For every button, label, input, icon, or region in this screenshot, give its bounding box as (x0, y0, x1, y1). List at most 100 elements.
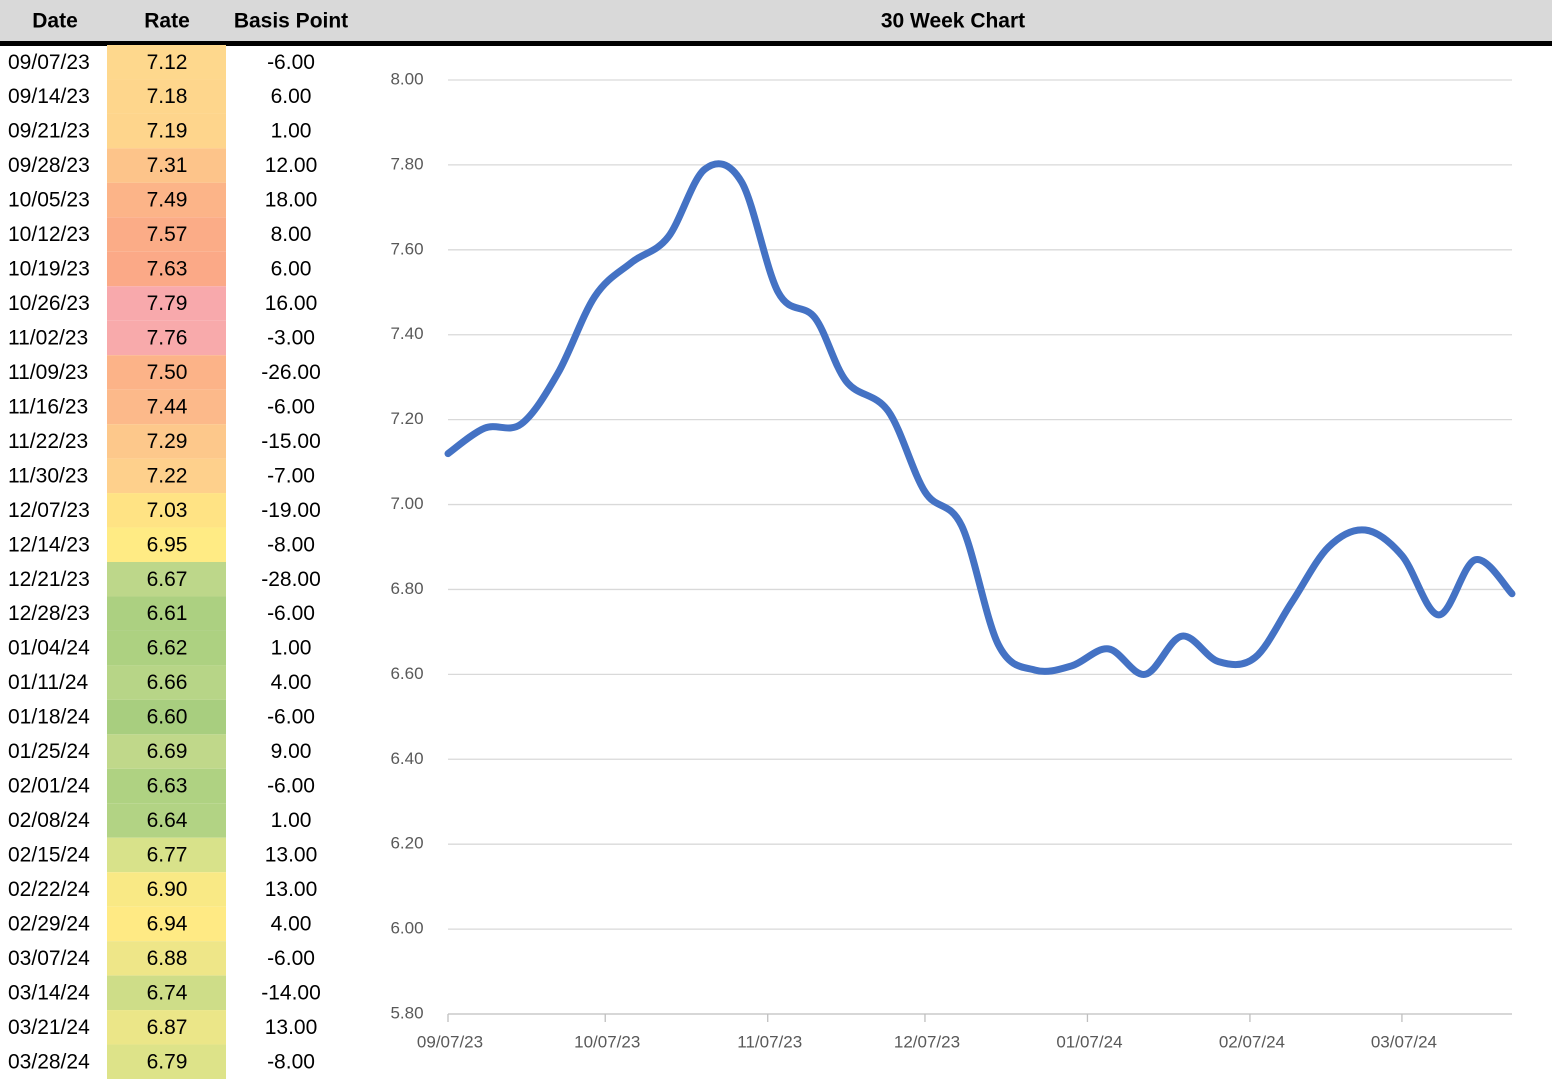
rate-cell-bg (107, 458, 226, 494)
date-cell: 11/16/23 (8, 395, 88, 418)
rate-cell: 7.57 (147, 223, 188, 246)
rate-cell-bg (107, 975, 226, 1011)
rate-cell: 6.79 (147, 1050, 188, 1073)
rate-cell-bg (107, 320, 226, 356)
date-cell: 02/22/24 (8, 878, 90, 901)
bp-cell: 6.00 (271, 258, 312, 281)
date-cell: 12/28/23 (8, 602, 90, 625)
rate-cell: 6.87 (147, 1016, 188, 1039)
bp-cell: -7.00 (267, 464, 315, 487)
header-rule (0, 41, 1552, 46)
bp-cell: -6.00 (267, 775, 315, 798)
rate-cell: 6.88 (147, 947, 188, 970)
rate-cell-bg (107, 699, 226, 735)
y-tick-label: 6.20 (390, 834, 423, 853)
date-cell: 09/21/23 (8, 120, 90, 143)
bp-cell: -6.00 (267, 602, 315, 625)
rate-cell: 6.94 (147, 912, 188, 935)
rate-cell: 7.50 (147, 361, 188, 384)
rate-cell-bg (107, 803, 226, 838)
date-cell: 10/12/23 (8, 223, 90, 246)
y-tick-label: 6.00 (390, 919, 423, 938)
header-band (0, 0, 1552, 42)
date-cell: 02/01/24 (8, 775, 90, 798)
rate-cell-bg (107, 665, 226, 700)
rate-cell-bg (107, 837, 226, 873)
bp-cell: -8.00 (267, 1050, 315, 1073)
rate-cell-bg (107, 251, 226, 287)
col-header: Date (32, 10, 78, 33)
bp-cell: 12.00 (265, 154, 318, 177)
rate-cell: 7.18 (147, 85, 188, 108)
date-cell: 09/07/23 (8, 51, 90, 74)
date-cell: 12/07/23 (8, 499, 90, 522)
rate-cell-bg (107, 1010, 226, 1045)
date-cell: 11/30/23 (8, 464, 88, 487)
rate-cell-bg (107, 148, 226, 183)
rate-cell: 6.74 (147, 981, 188, 1004)
rate-cell-bg (107, 872, 226, 907)
rate-cell-bg (107, 286, 226, 321)
rate-cell: 7.31 (147, 154, 188, 177)
rate-cell-bg (107, 734, 226, 769)
y-tick-label: 6.60 (390, 664, 423, 683)
rate-cell-bg (107, 596, 226, 631)
date-cell: 01/25/24 (8, 740, 90, 763)
rate-cell: 6.63 (147, 775, 188, 798)
rate-cell: 7.22 (147, 464, 188, 487)
rate-cell-bg (107, 182, 226, 218)
y-tick-label: 5.80 (390, 1003, 423, 1022)
bp-cell: -6.00 (267, 947, 315, 970)
y-tick-label: 7.40 (390, 324, 423, 343)
rate-cell: 6.77 (147, 844, 188, 867)
date-cell: 12/21/23 (8, 568, 90, 591)
bp-cell: -6.00 (267, 706, 315, 729)
bp-cell: -19.00 (261, 499, 321, 522)
x-tick-label: 12/07/23 (894, 1032, 960, 1051)
rate-cell-bg (107, 424, 226, 459)
rate-cell-bg (107, 906, 226, 942)
rate-cell-bg (107, 941, 226, 976)
rate-cell: 6.67 (147, 568, 188, 591)
bp-cell: 1.00 (271, 637, 312, 660)
x-tick-label: 02/07/24 (1219, 1032, 1285, 1051)
x-tick-label: 11/07/23 (737, 1032, 802, 1051)
rate-cell-bg (107, 562, 226, 597)
y-tick-label: 7.00 (390, 494, 423, 513)
bp-cell: -15.00 (261, 430, 321, 453)
x-tick-label: 09/07/23 (417, 1032, 483, 1051)
rate-cell: 6.90 (147, 878, 188, 901)
rate-cell: 7.19 (147, 120, 188, 143)
bp-cell: -6.00 (267, 51, 315, 74)
rate-cell-bg (107, 493, 226, 528)
bp-cell: -14.00 (261, 981, 321, 1004)
bp-cell: -26.00 (261, 361, 321, 384)
y-tick-label: 7.20 (390, 409, 423, 428)
rate-cell: 7.76 (147, 327, 188, 350)
rate-cell: 7.29 (147, 430, 188, 453)
date-cell: 11/22/23 (8, 430, 88, 453)
rate-cell: 7.12 (147, 51, 188, 74)
rate-cell-bg (107, 79, 226, 114)
date-cell: 03/28/24 (8, 1050, 90, 1073)
bp-cell: -6.00 (267, 395, 315, 418)
date-cell: 09/14/23 (8, 85, 90, 108)
bp-cell: 18.00 (265, 189, 318, 212)
rate-cell-bg (107, 45, 226, 80)
bp-cell: 6.00 (271, 85, 312, 108)
date-cell: 10/19/23 (8, 258, 90, 281)
y-tick-label: 7.80 (390, 154, 423, 173)
x-tick-label: 03/07/24 (1371, 1032, 1437, 1051)
date-cell: 10/05/23 (8, 189, 90, 212)
bp-cell: 4.00 (271, 671, 312, 694)
date-cell: 09/28/23 (8, 154, 90, 177)
rate-cell: 6.62 (147, 637, 188, 660)
bp-cell: 13.00 (265, 878, 318, 901)
date-cell: 01/04/24 (8, 637, 90, 660)
rate-cell-bg (107, 527, 226, 562)
date-cell: 01/11/24 (8, 671, 89, 694)
bp-cell: -3.00 (267, 327, 315, 350)
y-tick-label: 6.80 (390, 579, 423, 598)
col-header: Basis Point (234, 10, 348, 33)
